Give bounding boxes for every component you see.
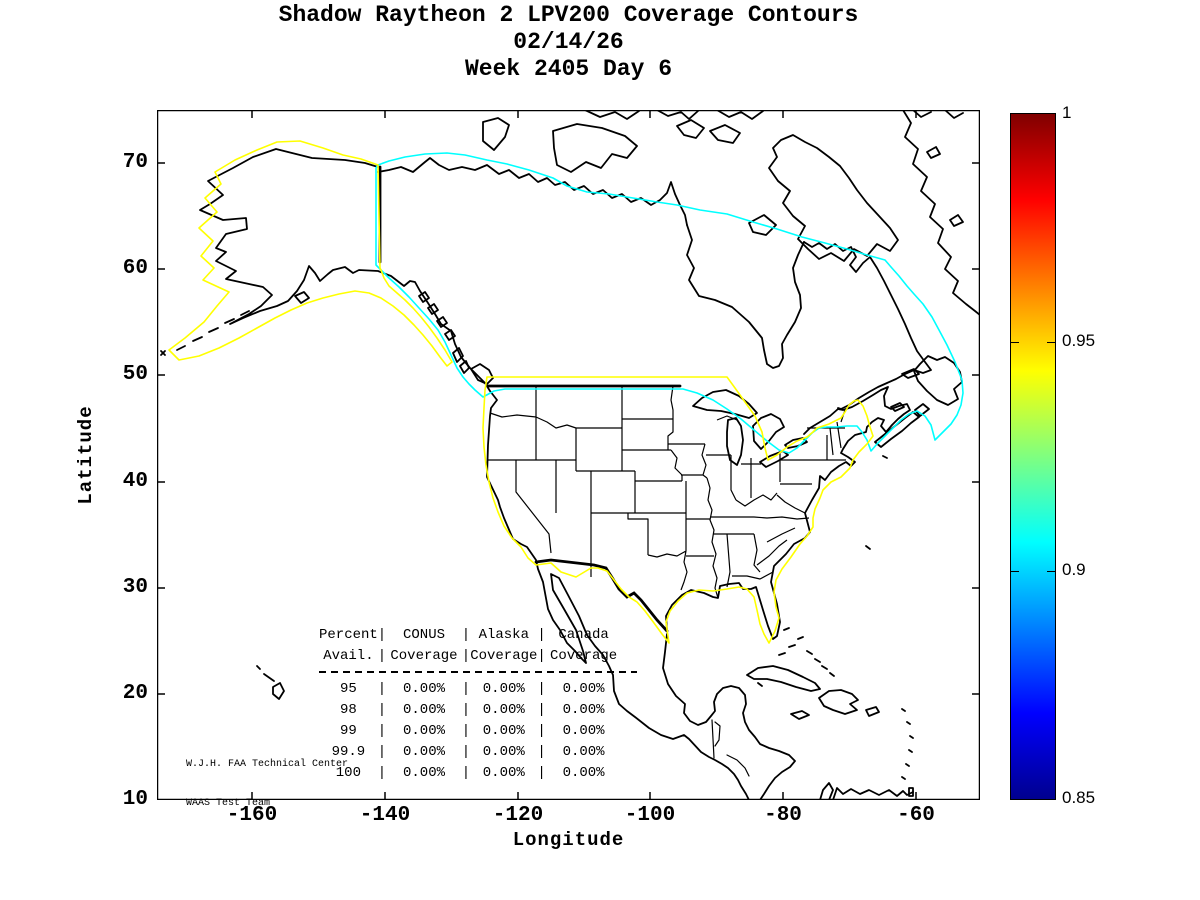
- coast-nova-scotia: [874, 411, 920, 448]
- lake-michigan: [726, 417, 744, 466]
- col-canada: Canada: [558, 627, 609, 643]
- credit-line-1: W.J.H. FAA Technical Center: [186, 759, 349, 770]
- contour-0-95-conus: [482, 376, 874, 644]
- title-line-2: 02/14/26: [513, 29, 624, 55]
- credit-line-2: WAAS Test Team: [186, 798, 271, 809]
- borders-central-america: [711, 719, 750, 777]
- y-tick-20: 20: [122, 682, 148, 705]
- axes-frame: [157, 110, 980, 800]
- table-row: 98 | 0.00% | 0.00% | 0.00%: [339, 702, 605, 718]
- islands-top-edge: [584, 110, 764, 120]
- island-sable: [882, 455, 888, 459]
- y-axis-label: Latitude: [75, 405, 97, 505]
- colorbar-tick-095-right: [1047, 342, 1055, 343]
- coast-gulf-eastcoast: [665, 386, 911, 640]
- islands-lesser-antilles: [901, 708, 914, 797]
- x-tick--120: -120: [492, 804, 544, 827]
- island-baffin: [768, 134, 899, 262]
- x-tick--140: -140: [359, 804, 411, 827]
- us-state-borders: [487, 385, 850, 599]
- island-jamaica: [790, 710, 810, 720]
- coast-greenland: [902, 110, 980, 316]
- coast-newfoundland: [913, 355, 963, 406]
- international-borders: [378, 165, 682, 633]
- table-row: 99.9 | 0.00% | 0.00% | 0.00%: [331, 744, 605, 760]
- colorbar-tick-095-left: [1011, 342, 1019, 343]
- lake-erie: [759, 450, 789, 468]
- coast-hudson-bay: [686, 224, 805, 369]
- title-line-1: Shadow Raytheon 2 LPV200 Coverage Contou…: [278, 2, 859, 28]
- coast-south-america: [819, 782, 914, 800]
- island-hispaniola: [818, 689, 859, 715]
- colorbar-labels: 1 0.95 0.9 0.85: [1062, 103, 1142, 807]
- x-tick--80: -80: [764, 804, 802, 827]
- colorbar: [1010, 113, 1056, 800]
- table-row: 100 | 0.00% | 0.00% | 0.00%: [335, 765, 605, 781]
- colorbar-label-090: 0.9: [1062, 560, 1086, 579]
- coverage-table-header-2: Avail. | Coverage | Coverage | Coverage: [323, 648, 618, 664]
- lake-huron: [752, 413, 785, 450]
- y-tick-40: 40: [122, 470, 148, 493]
- island-victoria: [552, 123, 638, 173]
- x-tick--160: -160: [226, 804, 278, 827]
- contour-0-95-group: [168, 140, 874, 644]
- island-vancouver: [470, 363, 494, 385]
- islands-aleutian: [160, 310, 250, 356]
- col-alaska: Alaska: [478, 627, 529, 643]
- plot-title: Shadow Raytheon 2 LPV200 Coverage Contou…: [157, 2, 980, 83]
- coast-yucatan-centralamerica: [662, 633, 796, 800]
- islands-hawaii: [256, 665, 285, 700]
- island-bermuda: [865, 545, 871, 550]
- coastlines: [160, 110, 980, 800]
- y-axis-tick-labels: 70 60 50 40 30 20 10: [100, 110, 150, 811]
- map-plot-area[interactable]: Percent | CONUS | Alaska | Canada Avail. | Cover…: [157, 110, 980, 800]
- coast-arctic-mainland: [377, 157, 688, 226]
- x-axis-tick-labels: -160 -140 -120 -100 -80 -60: [157, 804, 980, 834]
- island-banks: [482, 117, 510, 151]
- y-tick-50: 50: [122, 363, 148, 386]
- coast-pei: [890, 402, 905, 412]
- islands-bahamas: [778, 627, 835, 677]
- colorbar-label-1: 1: [1062, 103, 1072, 122]
- col-percent: Percent: [319, 627, 378, 643]
- y-tick-30: 30: [122, 576, 148, 599]
- contour-0-95-alaska: [168, 140, 453, 367]
- y-tick-70: 70: [122, 151, 148, 174]
- coast-labrador: [803, 241, 932, 410]
- credit-annotation: W.J.H. FAA Technical Center WAAS Test Te…: [186, 732, 348, 836]
- x-axis-label: Longitude: [512, 829, 625, 851]
- coast-anticosti: [901, 368, 920, 379]
- coverage-table-header-1: Percent | CONUS | Alaska | Canada: [319, 625, 637, 646]
- table-row: 95 | 0.00% | 0.00% | 0.00%: [339, 681, 605, 697]
- lake-ontario: [784, 437, 808, 449]
- island-cuba: [746, 665, 821, 692]
- table-divider: [319, 671, 637, 674]
- table-row: 99 | 0.00% | 0.00% | 0.00%: [339, 723, 605, 739]
- title-line-3: Week 2405 Day 6: [464, 56, 673, 82]
- islands-panhandle: [418, 291, 470, 374]
- col-conus: CONUS: [402, 627, 445, 643]
- colorbar-label-095: 0.95: [1062, 331, 1096, 350]
- colorbar-tick-090-left: [1011, 571, 1019, 572]
- coast-cape-breton: [914, 403, 930, 417]
- island-kodiak: [294, 291, 310, 304]
- colorbar-label-085: 0.85: [1062, 788, 1096, 807]
- x-tick--60: -60: [897, 804, 935, 827]
- y-tick-10: 10: [122, 788, 148, 811]
- lake-superior: [692, 389, 758, 419]
- island-puerto-rico: [865, 706, 880, 717]
- colorbar-tick-090-right: [1047, 571, 1055, 572]
- island-somerset: [676, 119, 705, 139]
- island-devon: [709, 124, 741, 144]
- coverage-map-svg: [157, 110, 980, 800]
- coverage-table: Percent | CONUS | Alaska | Canada Avail. | Cover…: [319, 625, 637, 784]
- y-tick-60: 60: [122, 257, 148, 280]
- x-tick--100: -100: [624, 804, 676, 827]
- axis-tick-marks: [157, 110, 980, 800]
- island-southampton: [748, 214, 777, 236]
- contour-0-90: [375, 152, 964, 454]
- border-us-mexico: [534, 558, 669, 633]
